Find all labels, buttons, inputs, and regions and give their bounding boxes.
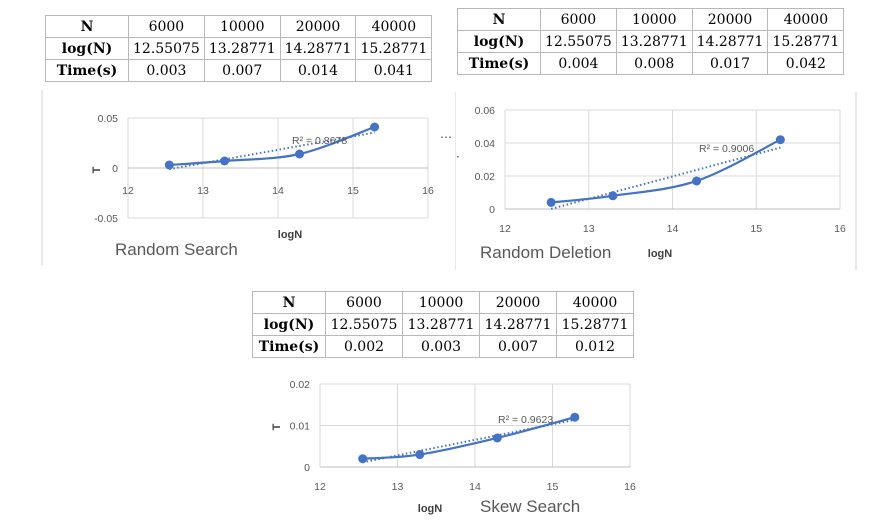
x-tick-label: 13 [583, 223, 595, 235]
chart-random-deletion: 0 0.02 0.04 0.06 12 13 14 15 16 R² = 0.9006 logN Ra… [455, 92, 857, 270]
table-row: N 6000 10000 20000 40000 [252, 291, 634, 314]
y-tick-label: 0.06 [475, 105, 496, 117]
r-squared-label: R² = 0.8678 [292, 135, 347, 147]
x-tick-label: 15 [347, 185, 359, 197]
data-point [295, 149, 305, 159]
table-row: Time(s) 0.003 0.007 0.014 0.041 [45, 59, 433, 82]
series-line [169, 125, 375, 167]
x-tick-label: 12 [314, 481, 326, 493]
series-line [551, 138, 781, 204]
data-point [415, 450, 425, 460]
table-skew-search: N 6000 10000 20000 40000 log(N) 12.55075… [252, 291, 634, 358]
r-squared-label: R² = 0.9006 [699, 143, 754, 155]
data-point [370, 122, 380, 132]
x-tick-label: 13 [392, 481, 404, 493]
y-tick-label: 0 [112, 163, 118, 175]
table-row: N 6000 10000 20000 40000 [45, 15, 433, 38]
ellipsis-mark: ⋯ [440, 130, 452, 144]
x-tick-label: 14 [272, 185, 284, 197]
x-tick-label: 12 [499, 223, 511, 235]
x-axis-label: logN [418, 503, 442, 515]
x-tick-label: 14 [667, 223, 679, 235]
series-line [362, 416, 576, 460]
data-point [546, 197, 556, 207]
table-row: log(N) 12.55075 13.28771 14.28771 15.287… [252, 313, 634, 336]
x-axis-label: logN [648, 248, 672, 260]
x-tick-label: 16 [624, 481, 636, 493]
data-point [220, 156, 230, 166]
data-point [492, 433, 502, 443]
table-row: Time(s) 0.004 0.008 0.017 0.042 [457, 52, 845, 75]
chart-title: Random Deletion [480, 243, 611, 262]
y-axis-label: T [271, 423, 283, 430]
table-row: log(N) 12.55075 13.28771 14.28771 15.287… [457, 30, 845, 53]
x-tick-label: 13 [197, 185, 209, 197]
y-tick-label: 0.05 [98, 113, 119, 125]
trendline [169, 131, 375, 171]
data-point [608, 191, 618, 201]
table-random-deletion: N 6000 10000 20000 40000 log(N) 12.55075… [457, 8, 845, 75]
y-tick-label: 0 [489, 204, 495, 216]
chart-title: Random Search [115, 240, 238, 259]
chart-title: Skew Search [480, 497, 580, 516]
table-row: N 6000 10000 20000 40000 [457, 8, 845, 31]
x-tick-label: 16 [834, 223, 846, 235]
y-tick-label: 0.02 [475, 171, 496, 183]
y-tick-label: 0 [304, 462, 310, 474]
table-row: log(N) 12.55075 13.28771 14.28771 15.287… [45, 37, 433, 60]
x-axis-label: logN [278, 229, 302, 241]
y-tick-label: 0.01 [290, 421, 311, 433]
table-random-search: N 6000 10000 20000 40000 log(N) 12.55075… [45, 15, 433, 82]
dot-mark: · [456, 150, 460, 164]
y-tick-label: -0.05 [94, 213, 118, 225]
x-tick-label: 12 [122, 185, 134, 197]
r-squared-label: R² = 0.9623 [498, 414, 553, 426]
x-tick-label: 15 [750, 223, 762, 235]
table-row: Time(s) 0.002 0.003 0.007 0.012 [252, 335, 634, 358]
data-point [570, 412, 580, 422]
data-point [164, 160, 174, 170]
x-tick-label: 14 [469, 481, 481, 493]
y-tick-label: 0.04 [475, 138, 496, 150]
data-point [358, 454, 368, 464]
y-tick-label: 0.02 [290, 379, 311, 391]
x-tick-label: 15 [547, 481, 559, 493]
data-point [692, 176, 702, 186]
data-point [775, 135, 785, 145]
y-axis-label: T [91, 166, 103, 173]
x-tick-label: 16 [422, 185, 434, 197]
